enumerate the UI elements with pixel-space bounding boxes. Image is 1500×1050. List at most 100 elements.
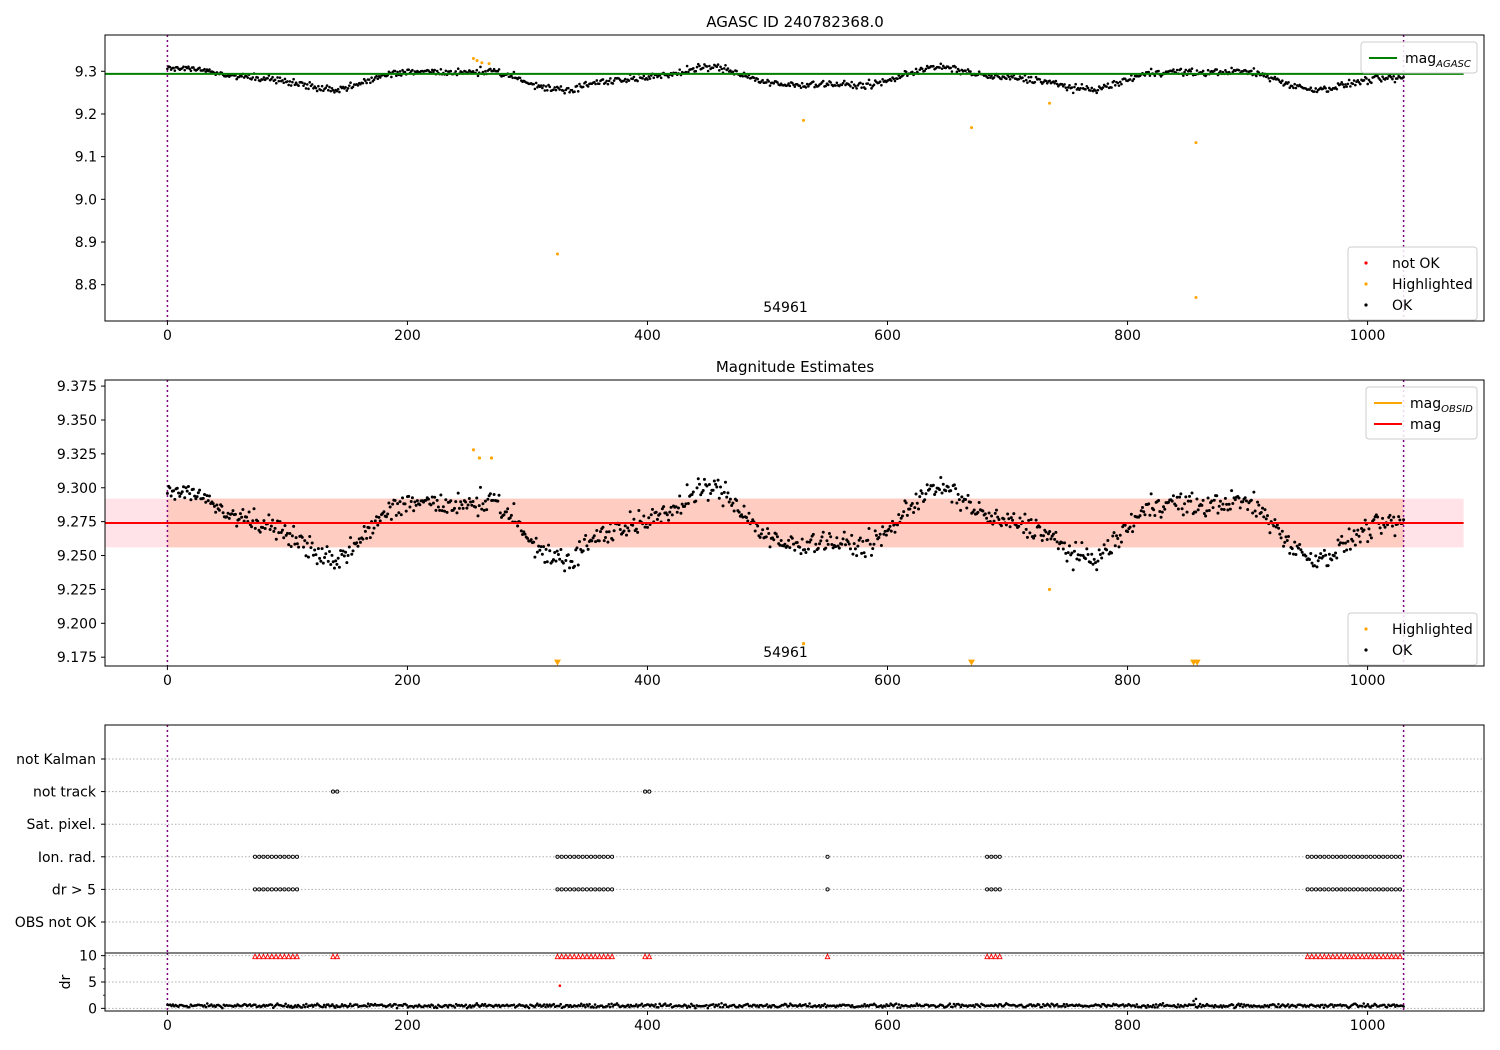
ok-point [541,86,544,90]
ok-point [1086,552,1090,556]
ok-point [1175,495,1179,499]
ok-point [341,549,345,553]
ok-point [1075,557,1079,561]
ok-point [686,501,690,505]
ok-point [581,85,585,89]
ok-point [1255,74,1258,78]
ok-point [544,547,548,551]
x-tick-label: 0 [163,1018,172,1034]
dr-point [582,1003,586,1007]
ok-point [1392,515,1396,519]
ok-point [291,80,294,84]
ok-point [1352,529,1356,533]
ok-point [432,70,435,74]
y-tick-label: 9.375 [57,379,97,395]
flag-marker [1355,854,1361,859]
ok-point [944,489,948,493]
ok-point [1402,75,1405,79]
ok-point [340,553,344,557]
ok-point [1370,81,1373,85]
ok-point [201,496,205,500]
ok-point [191,487,195,491]
ok-point [946,485,950,489]
x-tick-label: 800 [1114,328,1141,344]
ok-point [1309,86,1313,90]
dr-point [475,1002,479,1005]
dr-point [1062,1002,1066,1006]
ok-point [1093,561,1097,565]
ok-point [330,553,334,557]
ok-point [449,499,453,503]
ok-point [321,561,325,565]
ok-point [292,524,296,528]
ok-point [247,510,251,514]
ok-point [345,89,349,92]
x-tick-label: 1000 [1350,328,1386,344]
ok-point [694,69,698,73]
ok-point [393,69,397,73]
ok-point [960,495,964,499]
ok-point [1147,70,1150,74]
ok-point [999,524,1003,528]
ok-point [824,546,828,550]
ok-point [1284,535,1288,539]
dr-point [652,1005,656,1008]
ok-point [230,512,234,516]
ok-point [217,508,221,512]
legend-swatch [1364,261,1368,265]
ok-point [868,542,872,546]
ok-point [595,79,599,82]
dr-clipped-marker [1334,953,1340,960]
ok-point [705,484,709,488]
ok-point [325,84,329,87]
ok-point [548,85,552,89]
ok-point [1034,518,1038,522]
ok-point [1309,551,1313,555]
ok-point [1238,506,1242,510]
y-tick-label: 8.9 [75,235,97,251]
ok-point [328,85,331,89]
ok-point [497,68,501,71]
ok-point [1253,509,1257,513]
ok-point [1324,553,1328,557]
ok-point [841,81,845,85]
ok-point [932,64,935,68]
dr-point [388,1003,392,1006]
dr-point [368,1004,371,1008]
ok-point [475,496,479,500]
ok-point [1017,77,1021,81]
ok-point [714,482,718,486]
ok-point [835,536,839,540]
dr-point [669,1002,672,1006]
ok-point [349,536,353,540]
ok-point [966,68,970,71]
ok-point [326,88,330,92]
dr-point [289,1004,293,1008]
ok-point [829,81,832,84]
ok-point [1287,81,1290,84]
dr-clipped-marker [268,953,275,960]
ok-point [262,76,266,79]
legend-subscript: AGASC [1435,59,1471,70]
ok-point [601,78,605,81]
x-tick-label: 800 [1114,673,1141,689]
dr-point [1392,1003,1396,1006]
ok-point [1174,504,1178,508]
ok-point [779,539,783,543]
ok-point [813,85,816,89]
dr-point [861,1005,865,1008]
ok-point [269,524,273,528]
dr-point [366,1002,370,1006]
ok-point [626,526,630,530]
ok-point [897,513,901,517]
ok-point [1358,82,1362,86]
dr-point [300,1006,304,1009]
dr-point [1219,1004,1223,1007]
ok-point [485,508,489,512]
ok-point [820,535,824,539]
ok-point [726,491,730,495]
ok-point [851,552,855,556]
legend-label: OK [1392,643,1413,659]
ok-point [1002,517,1006,521]
